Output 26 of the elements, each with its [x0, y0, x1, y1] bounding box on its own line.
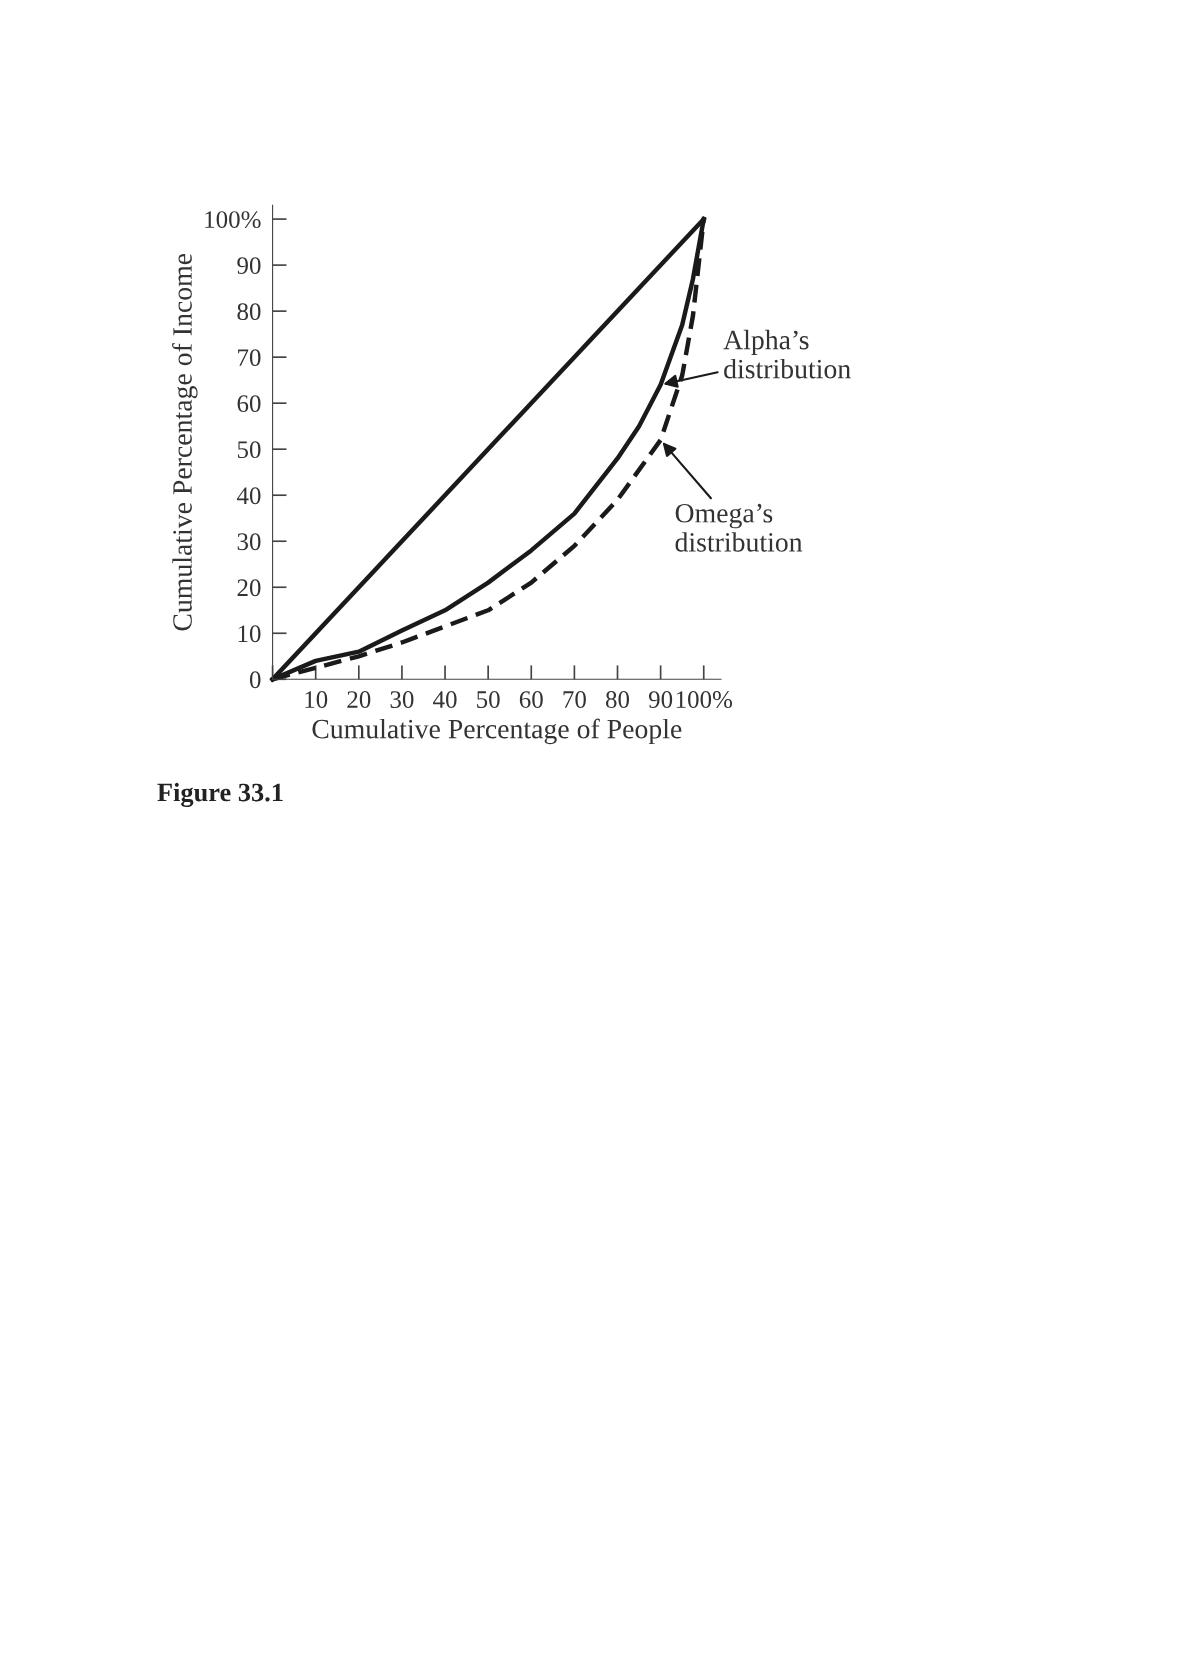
- y-tick-label: 100%: [205, 211, 261, 229]
- x-tick-label: 40: [433, 691, 457, 708]
- y-tick-label: 50: [237, 441, 261, 459]
- y-tick-label: 80: [237, 303, 261, 321]
- y-tick-label: 20: [237, 579, 261, 597]
- annotation: Omega’s distribution: [675, 503, 803, 552]
- x-tick-label: 100%: [676, 691, 733, 709]
- y-tick-label: 90: [237, 257, 261, 275]
- annotation: Alpha’s distribution: [723, 329, 851, 379]
- x-tick-label: 10: [305, 691, 328, 708]
- x-tick-label: 90: [648, 691, 673, 708]
- x-tick-label: 20: [347, 691, 371, 708]
- caption: Figure 33.1: [157, 782, 283, 807]
- x-axis-title: Cumulative Percentage of People: [312, 718, 682, 745]
- x-tick-label: 50: [477, 691, 500, 708]
- y-tick-label: 30: [237, 533, 261, 551]
- y-tick-label: 40: [236, 487, 261, 505]
- x-tick-label: 30: [390, 691, 414, 708]
- x-tick-label: 60: [519, 691, 543, 708]
- y-tick-label: 10: [238, 625, 261, 643]
- y-tick-label: 70: [238, 349, 261, 367]
- x-tick-label: 70: [563, 691, 586, 708]
- y-tick-label: 60: [237, 395, 261, 413]
- x-tick-label: 80: [605, 691, 630, 708]
- y-tick-label: 0: [249, 671, 261, 689]
- y-axis-title: Cumulative Percentage of Income: [172, 253, 198, 631]
